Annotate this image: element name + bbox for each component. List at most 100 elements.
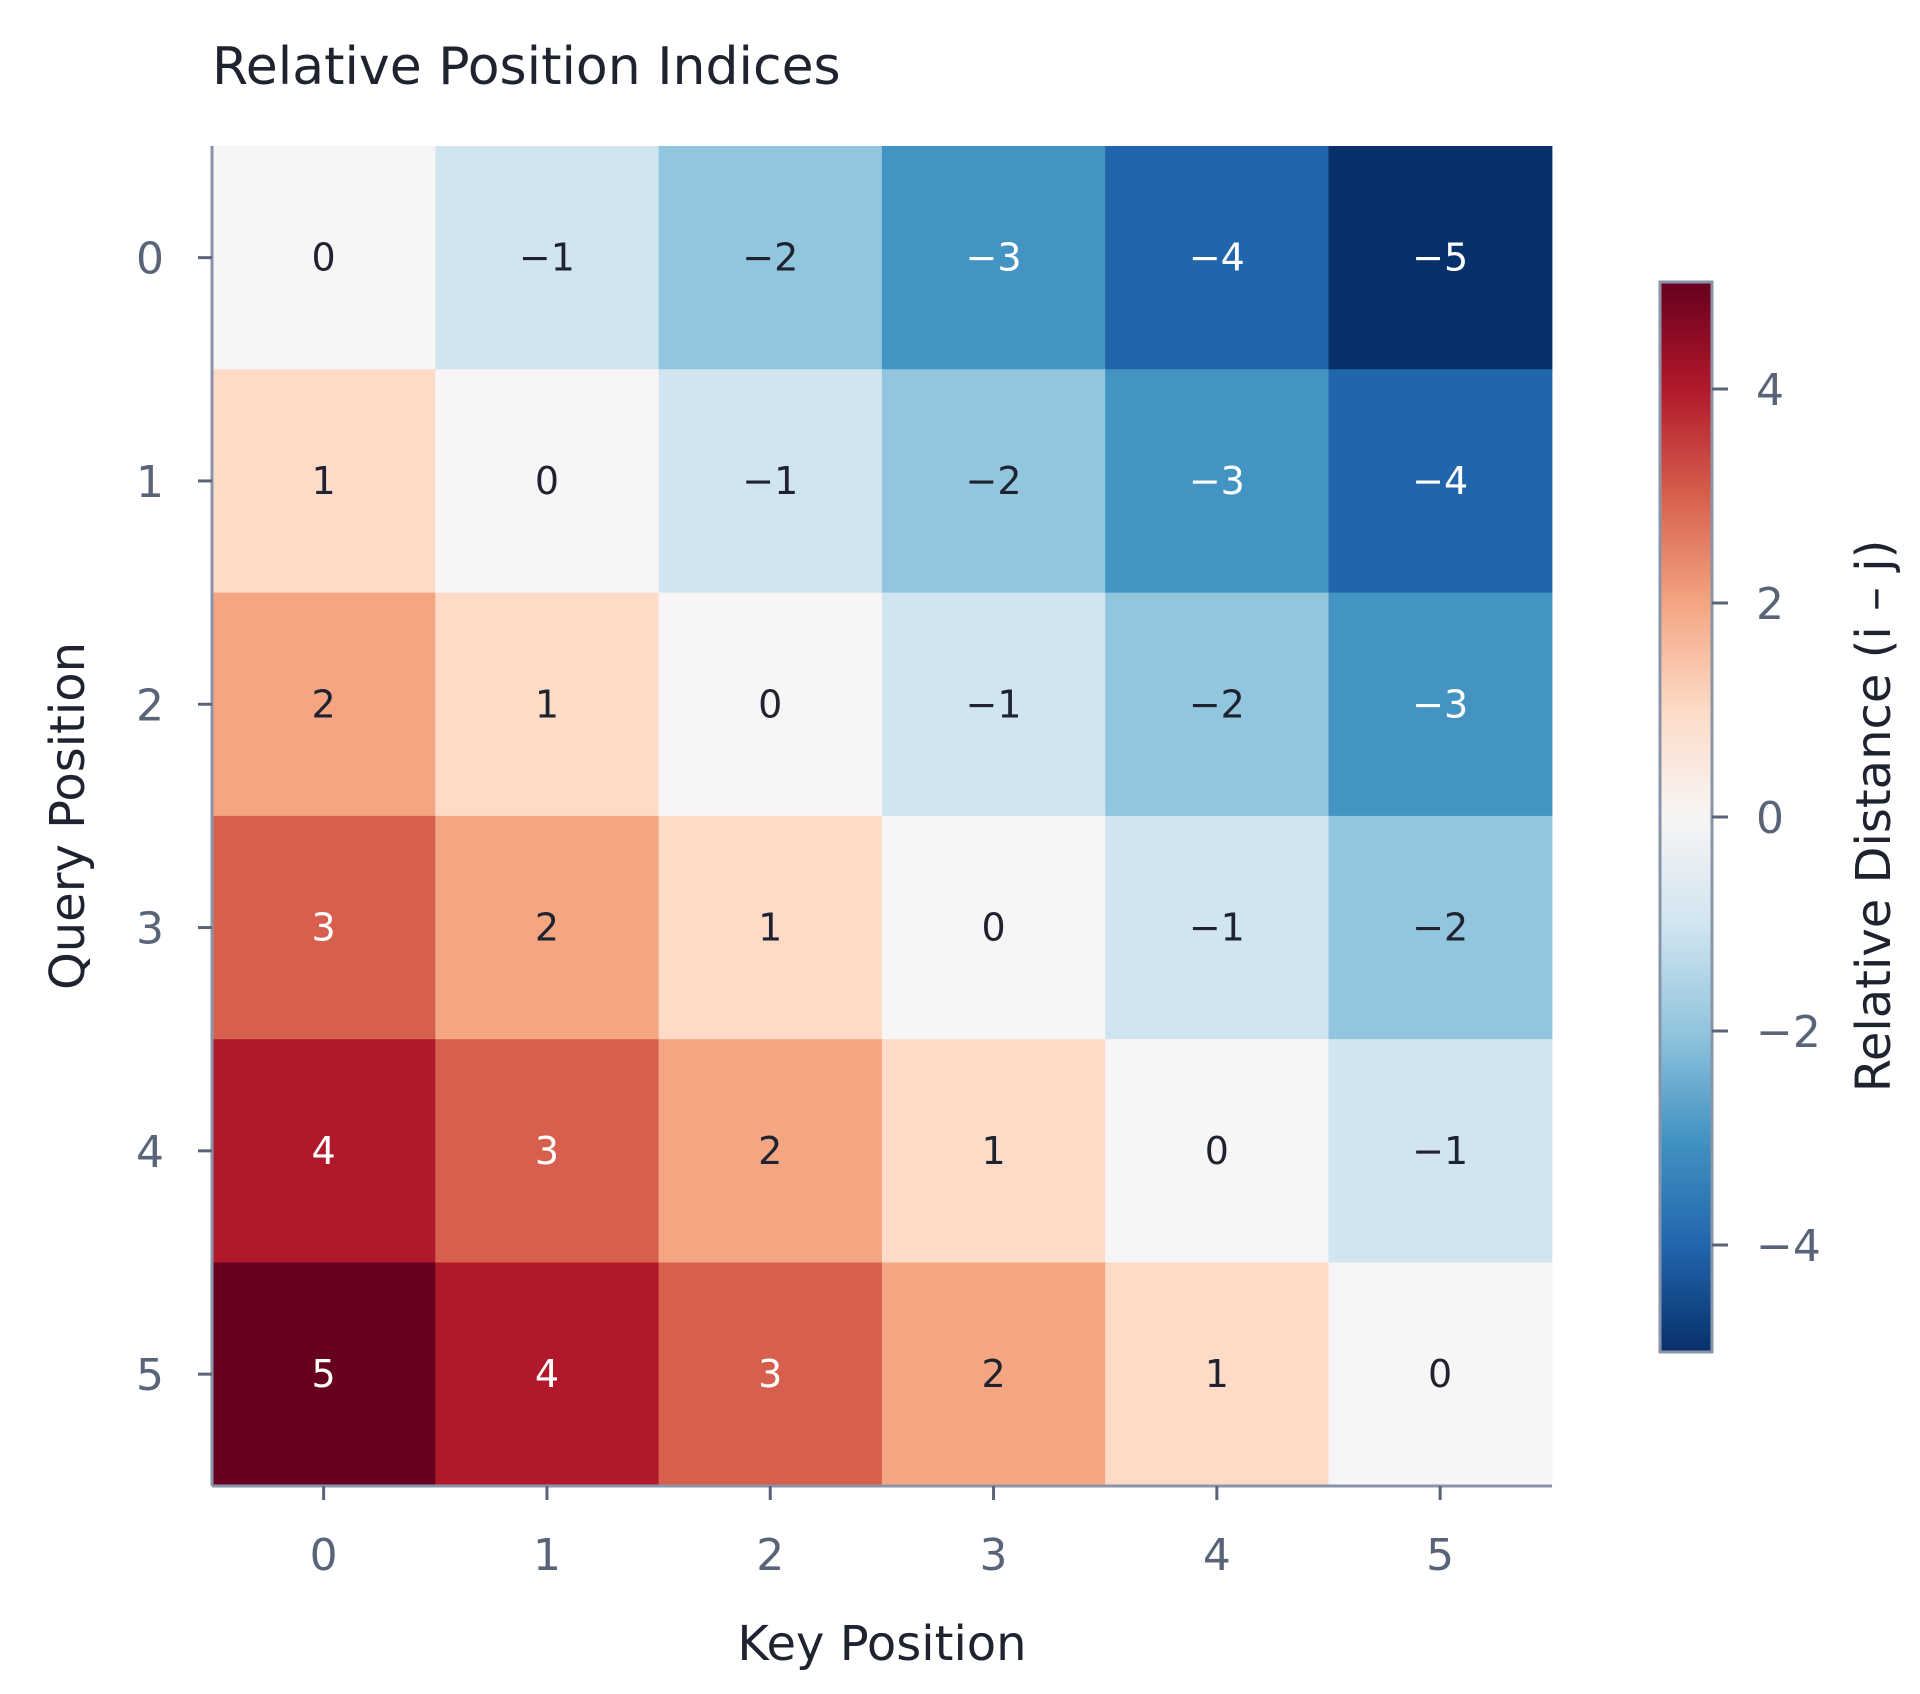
cell-value-label: −5 — [1412, 236, 1468, 280]
colorbar-ticks: 4 2 0 −2 −4 — [1712, 365, 1821, 1272]
cell-value-label: −3 — [1412, 682, 1468, 726]
cell-value-label: −3 — [1189, 459, 1245, 503]
heatmap-cell — [1328, 1262, 1553, 1487]
heatmap-cell — [435, 146, 660, 370]
colorbar-tick-label: 2 — [1756, 579, 1784, 630]
heatmap-cell — [1105, 815, 1330, 1040]
cell-value-label: 2 — [312, 682, 336, 726]
cell-value-label: 1 — [312, 459, 336, 503]
heatmap-cell — [1328, 592, 1553, 817]
x-tick-label: 0 — [310, 1530, 338, 1581]
colorbar-tick-label: −4 — [1756, 1221, 1821, 1272]
cell-value-label: −4 — [1412, 459, 1468, 503]
heatmap-cell — [881, 369, 1106, 594]
colorbar-tick-label: −2 — [1756, 1007, 1821, 1058]
cell-value-label: 3 — [535, 1129, 559, 1173]
x-axis-ticks: 0 1 2 3 4 5 — [310, 1486, 1454, 1581]
cell-value-label: 5 — [312, 1352, 336, 1396]
y-axis-ticks: 0 1 2 3 4 5 — [136, 234, 212, 1401]
heatmap-cell — [435, 369, 660, 594]
heatmap-cell — [435, 1039, 660, 1264]
heatmap-cell — [658, 1039, 883, 1264]
cell-value-label: 3 — [312, 906, 336, 950]
cell-value-label: −2 — [742, 236, 798, 280]
colorbar-tick-label: 4 — [1756, 365, 1784, 416]
chart-title: Relative Position Indices — [212, 37, 841, 97]
heatmap-cell — [212, 146, 436, 370]
cell-value-label: −3 — [966, 236, 1022, 280]
colorbar-gradient — [1658, 280, 1714, 1354]
x-tick-label: 5 — [1426, 1530, 1454, 1581]
heatmap-cell — [1328, 369, 1553, 594]
heatmap-cell — [212, 815, 436, 1040]
cell-value-label: 1 — [535, 682, 559, 726]
heatmap-cell — [881, 1039, 1106, 1264]
cell-value-label: 2 — [981, 1352, 1005, 1396]
y-tick-label: 4 — [136, 1127, 164, 1178]
heatmap-cell — [1105, 1039, 1330, 1264]
colorbar-tick-label: 0 — [1756, 793, 1784, 844]
cell-value-label: −2 — [966, 459, 1022, 503]
heatmap-cell — [1105, 1262, 1330, 1487]
heatmap-cell — [658, 369, 883, 594]
heatmap-axes — [210, 146, 1552, 1488]
cell-value-label: 0 — [312, 236, 336, 280]
cell-value-label: 1 — [981, 1129, 1005, 1173]
heatmap-cell — [1328, 146, 1553, 370]
heatmap-cells — [212, 146, 1553, 1487]
cell-value-label: −2 — [1189, 682, 1245, 726]
y-tick-label: 2 — [136, 680, 164, 731]
cell-value-label: 3 — [758, 1352, 782, 1396]
x-tick-label: 1 — [533, 1530, 561, 1581]
cell-value-label: 2 — [758, 1129, 782, 1173]
heatmap-cell — [1105, 146, 1330, 370]
cell-value-label: −1 — [519, 236, 575, 280]
x-tick-label: 4 — [1203, 1530, 1231, 1581]
heatmap-cell — [435, 1262, 660, 1487]
heatmap-cell — [212, 1039, 436, 1264]
heatmap-cell — [658, 1262, 883, 1487]
heatmap-cell — [435, 592, 660, 817]
heatmap-cell — [658, 146, 883, 370]
heatmap-cell — [1105, 592, 1330, 817]
heatmap-cell — [1328, 815, 1553, 1040]
heatmap-cell-labels: 0 −1 −2 −3 −4 −5 1 0 −1 −2 −3 −4 2 1 0 −1 −2 −3 3 2 1 0 −1 −2 4 3… — [312, 236, 1469, 1397]
y-tick-label: 1 — [136, 457, 164, 508]
cell-value-label: 0 — [758, 682, 782, 726]
cell-value-label: 0 — [981, 906, 1005, 950]
x-tick-label: 3 — [980, 1530, 1008, 1581]
cell-value-label: 2 — [535, 906, 559, 950]
heatmap-cell — [658, 815, 883, 1040]
heatmap-cell — [881, 146, 1106, 370]
cell-value-label: 4 — [312, 1129, 336, 1173]
cell-value-label: 0 — [535, 459, 559, 503]
heatmap-cell — [881, 815, 1106, 1040]
cell-value-label: −4 — [1189, 236, 1245, 280]
cell-value-label: −1 — [1412, 1129, 1468, 1173]
cell-value-label: 0 — [1428, 1352, 1452, 1396]
heatmap-cell — [212, 1262, 436, 1487]
cell-value-label: −2 — [1412, 906, 1468, 950]
colorbar: 4 2 0 −2 −4 Relative Distance (i – j) — [1658, 280, 1902, 1354]
cell-value-label: 0 — [1205, 1129, 1229, 1173]
cell-value-label: −1 — [742, 459, 798, 503]
heatmap-cell — [1328, 1039, 1553, 1264]
x-tick-label: 2 — [756, 1530, 784, 1581]
heatmap-cell — [212, 592, 436, 817]
heatmap-cell — [435, 815, 660, 1040]
heatmap-cell — [212, 369, 436, 594]
cell-value-label: 4 — [535, 1352, 559, 1396]
x-axis-label: Key Position — [737, 1616, 1026, 1672]
cell-value-label: −1 — [1189, 906, 1245, 950]
heatmap-cell — [881, 1262, 1106, 1487]
heatmap-cell — [658, 592, 883, 817]
cell-value-label: 1 — [1205, 1352, 1229, 1396]
y-axis-label: Query Position — [40, 642, 96, 990]
heatmap-cell — [881, 592, 1106, 817]
cell-value-label: 1 — [758, 906, 782, 950]
colorbar-label: Relative Distance (i – j) — [1846, 540, 1902, 1093]
y-tick-label: 5 — [136, 1350, 164, 1401]
heatmap-cell — [1105, 369, 1330, 594]
y-tick-label: 0 — [136, 234, 164, 285]
cell-value-label: −1 — [966, 682, 1022, 726]
